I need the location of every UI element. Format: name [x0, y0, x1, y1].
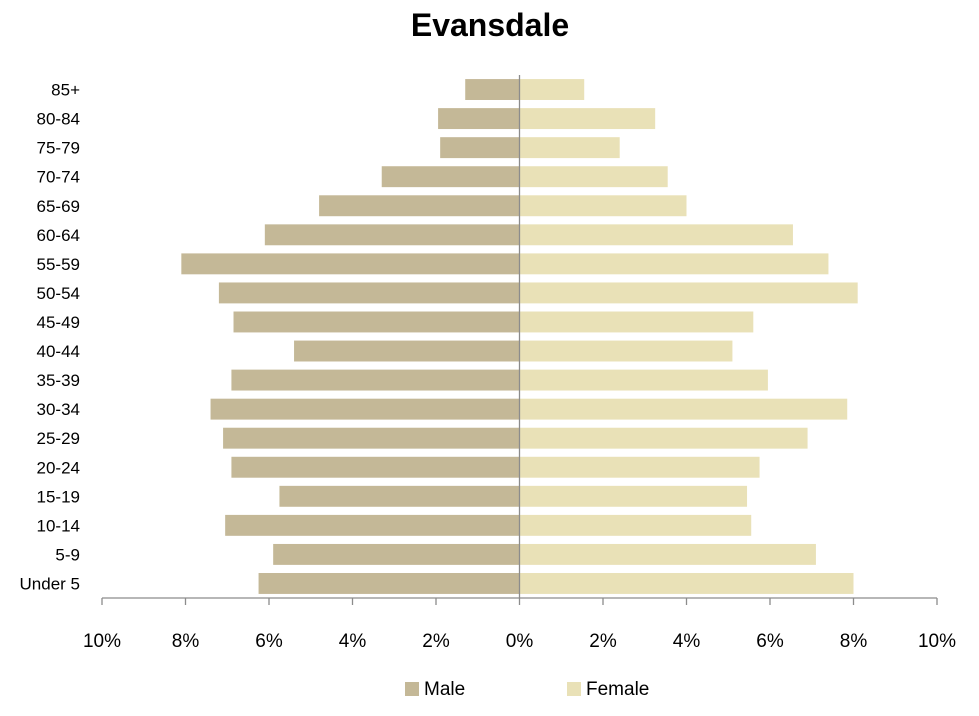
bar-male-45-49	[233, 311, 520, 333]
axis-layer: 10% 8% 6% 4% 2% 0% 2% 4% 6% 8% 10%	[83, 75, 956, 652]
bar-male-50-54	[218, 282, 520, 304]
bars-layer	[181, 79, 858, 594]
category-label: 50-54	[37, 284, 80, 303]
bar-male-25-29	[223, 427, 520, 449]
bar-female-5-9	[519, 543, 816, 565]
bar-male-55-59	[181, 253, 520, 275]
x-tick-label: 0%	[506, 631, 534, 652]
legend-label-male: Male	[424, 679, 465, 700]
bar-male-70-74	[381, 166, 520, 188]
category-label: 15-19	[37, 487, 80, 506]
bar-male-15-19	[279, 485, 520, 507]
chart-title: Evansdale	[411, 7, 569, 43]
bar-male-30-34	[210, 398, 520, 420]
category-label: 20-24	[37, 458, 80, 477]
bar-female-65-69	[519, 195, 687, 217]
category-label: 25-29	[37, 429, 80, 448]
bar-female-85plus	[519, 79, 585, 100]
bar-male-20-24	[231, 456, 520, 478]
category-label: 30-34	[37, 400, 80, 419]
bar-female-25-29	[519, 427, 808, 449]
category-label: 85+	[51, 81, 80, 100]
category-label: 5-9	[55, 545, 80, 564]
bar-female-60-64	[519, 224, 793, 246]
category-label: 45-49	[37, 313, 80, 332]
bar-male-80-84	[438, 108, 520, 130]
x-tick-label: 4%	[339, 631, 367, 652]
category-labels: 85+ 80-84 75-79 70-74 65-69 60-64 55-59 50-54 45…	[20, 81, 81, 594]
bar-female-55-59	[519, 253, 829, 275]
bar-female-50-54	[519, 282, 858, 304]
category-label: 35-39	[37, 371, 80, 390]
bar-male-35-39	[231, 369, 520, 391]
legend: Male Female	[405, 679, 649, 700]
x-tick-label: 8%	[840, 631, 868, 652]
bar-female-40-44	[519, 340, 733, 362]
category-label: 40-44	[37, 342, 80, 361]
bar-male-under-5	[258, 573, 520, 594]
category-label: 70-74	[37, 168, 80, 187]
legend-label-female: Female	[586, 679, 649, 700]
x-tick-label: 2%	[422, 631, 450, 652]
bar-female-70-74	[519, 166, 668, 188]
legend-swatch-female	[567, 682, 581, 696]
x-tick-label: 8%	[172, 631, 200, 652]
x-tick-label: 6%	[255, 631, 283, 652]
category-label: 75-79	[37, 139, 80, 158]
category-label: 55-59	[37, 255, 80, 274]
bar-female-30-34	[519, 398, 848, 420]
x-tick-label: 6%	[756, 631, 784, 652]
bar-female-10-14	[519, 514, 752, 536]
category-label: 80-84	[37, 110, 80, 129]
category-label: Under 5	[20, 574, 80, 593]
bar-female-75-79	[519, 137, 620, 159]
category-label: 10-14	[37, 516, 80, 535]
bar-male-10-14	[225, 514, 520, 536]
bar-male-40-44	[294, 340, 520, 362]
bar-male-85plus	[465, 79, 520, 100]
bar-female-15-19	[519, 485, 748, 507]
bar-male-5-9	[273, 543, 520, 565]
bar-female-20-24	[519, 456, 760, 478]
x-tick-label: 10%	[918, 631, 956, 652]
bar-male-60-64	[264, 224, 520, 246]
x-tick-label: 4%	[673, 631, 701, 652]
category-label: 60-64	[37, 226, 80, 245]
bar-male-75-79	[440, 137, 520, 159]
bar-female-under-5	[519, 573, 854, 594]
x-tick-label: 2%	[589, 631, 617, 652]
bar-female-35-39	[519, 369, 768, 391]
category-label: 65-69	[37, 197, 80, 216]
bar-male-65-69	[319, 195, 520, 217]
bar-female-80-84	[519, 108, 656, 130]
bar-female-45-49	[519, 311, 754, 333]
x-tick-label: 10%	[83, 631, 121, 652]
legend-swatch-male	[405, 682, 419, 696]
